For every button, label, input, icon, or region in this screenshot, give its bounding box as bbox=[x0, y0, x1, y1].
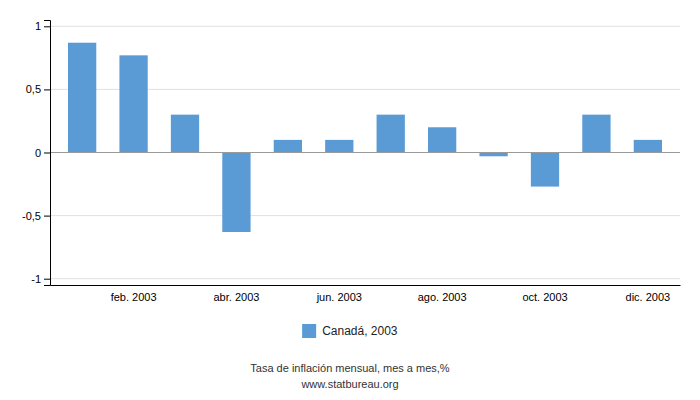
y-tick-label: -0,5 bbox=[22, 210, 41, 222]
legend-label: Canadá, 2003 bbox=[322, 324, 398, 338]
y-tick: -1 bbox=[31, 273, 50, 285]
y-tick-mark bbox=[44, 89, 50, 90]
x-tick-label: dic. 2003 bbox=[626, 291, 671, 303]
grid-line bbox=[50, 152, 680, 153]
grid-line bbox=[50, 278, 680, 279]
y-tick: -0,5 bbox=[22, 210, 50, 222]
x-tick: feb. 2003 bbox=[111, 291, 157, 303]
x-tick-label: abr. 2003 bbox=[213, 291, 259, 303]
y-axis-line bbox=[44, 21, 51, 286]
bar bbox=[222, 153, 250, 233]
legend-item: Canadá, 2003 bbox=[302, 324, 398, 338]
grid-line bbox=[50, 26, 680, 27]
y-tick-label: 0,5 bbox=[26, 83, 41, 95]
bar bbox=[634, 140, 662, 153]
zero-line bbox=[50, 152, 680, 153]
x-axis-line bbox=[51, 285, 681, 286]
bar bbox=[171, 115, 199, 153]
y-tick-mark bbox=[44, 26, 50, 27]
grid bbox=[50, 26, 680, 278]
bar bbox=[377, 115, 405, 153]
legend: Canadá, 2003 bbox=[302, 324, 398, 338]
x-axis: feb. 2003 abr. 2003 jun. 2003 ago. 2003 oct.… bbox=[51, 286, 681, 303]
y-tick-label: 0 bbox=[35, 147, 41, 159]
bar bbox=[582, 115, 610, 153]
x-tick-label: ago. 2003 bbox=[418, 291, 467, 303]
bar bbox=[325, 140, 353, 153]
plot: -1 -0,5 0 0,5 1 feb. 2003 abr. 2003 jun. 2003 ag… bbox=[22, 20, 680, 302]
chart: -1 -0,5 0 0,5 1 feb. 2003 abr. 2003 jun. 2003 ag… bbox=[0, 0, 700, 400]
bar bbox=[119, 55, 147, 152]
x-tick-label: oct. 2003 bbox=[522, 291, 567, 303]
y-tick: 0 bbox=[35, 147, 50, 159]
y-tick-label: -1 bbox=[31, 273, 41, 285]
bar bbox=[479, 153, 507, 157]
x-tick-label: feb. 2003 bbox=[111, 291, 157, 303]
bar bbox=[428, 127, 456, 152]
bar bbox=[274, 140, 302, 153]
y-axis: -1 -0,5 0 0,5 1 bbox=[22, 20, 50, 285]
y-tick-mark bbox=[44, 279, 50, 280]
footnote: Tasa de inflación mensual, mes a mes,% ww… bbox=[250, 362, 450, 390]
x-tick: abr. 2003 bbox=[213, 291, 259, 303]
legend-swatch bbox=[302, 324, 316, 338]
y-tick: 1 bbox=[35, 20, 50, 32]
y-tick-mark bbox=[44, 216, 50, 217]
bar bbox=[531, 153, 559, 187]
y-tick-mark bbox=[44, 153, 50, 154]
footnote-line: Tasa de inflación mensual, mes a mes,% bbox=[250, 362, 450, 374]
x-tick: dic. 2003 bbox=[626, 291, 671, 303]
y-tick-label: 1 bbox=[35, 20, 41, 32]
footnote-line: www.statbureau.org bbox=[300, 378, 398, 390]
y-tick: 0,5 bbox=[26, 83, 50, 95]
x-tick-label: jun. 2003 bbox=[316, 291, 362, 303]
x-tick: jun. 2003 bbox=[316, 291, 362, 303]
x-tick: oct. 2003 bbox=[522, 291, 567, 303]
bar bbox=[68, 43, 96, 153]
bars bbox=[68, 43, 662, 232]
x-tick: ago. 2003 bbox=[418, 291, 467, 303]
grid-line bbox=[50, 215, 680, 216]
